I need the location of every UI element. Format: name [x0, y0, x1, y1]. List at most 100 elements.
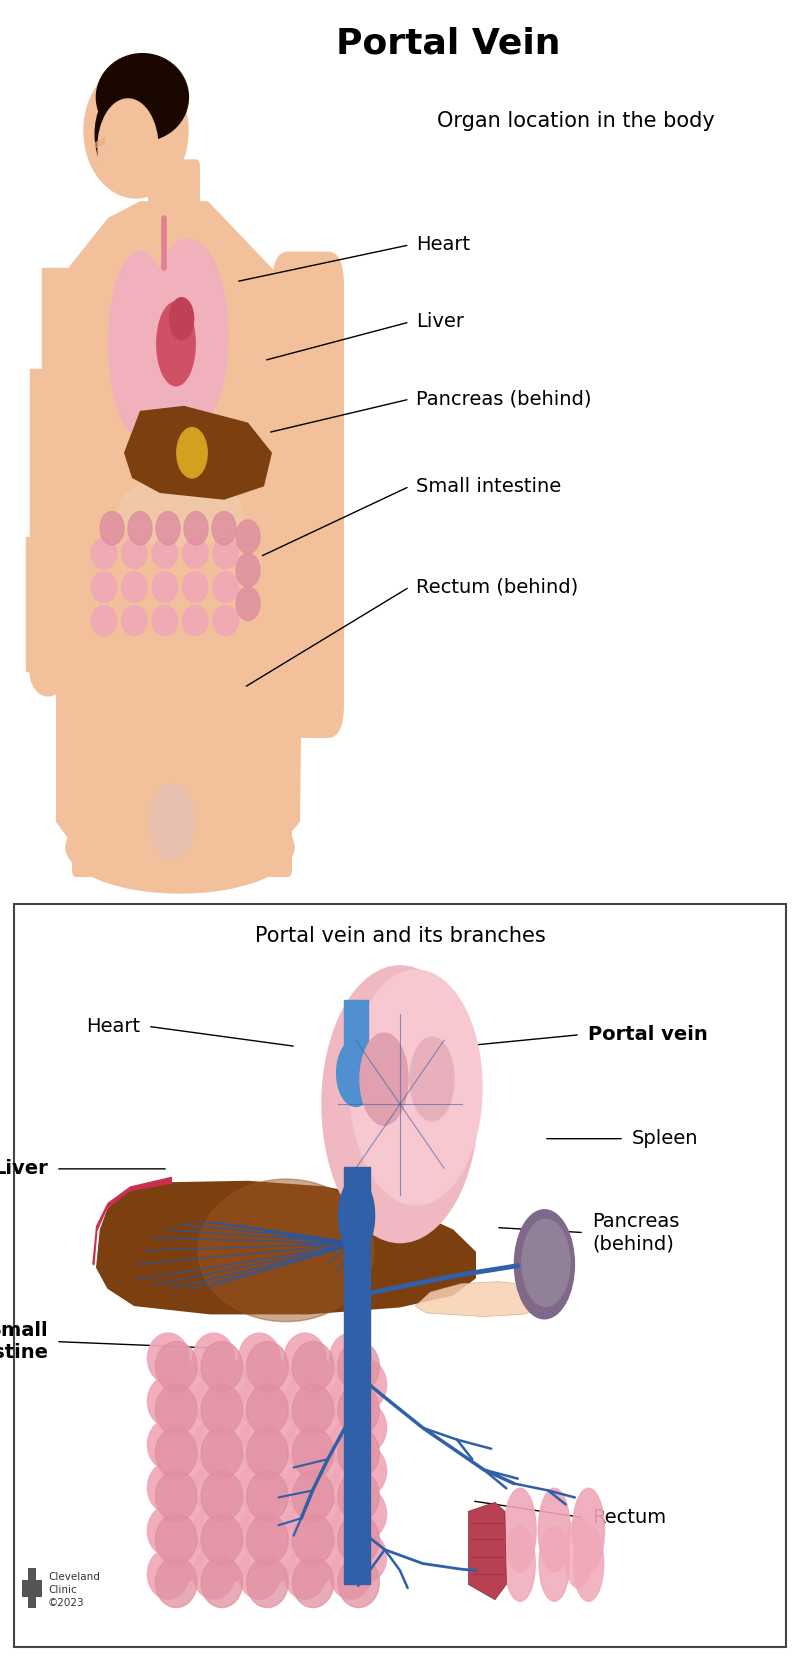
Ellipse shape [157, 302, 195, 386]
Ellipse shape [292, 1427, 334, 1477]
Text: Portal vein and its branches: Portal vein and its branches [254, 926, 546, 946]
Text: Spleen: Spleen [632, 1129, 698, 1149]
Ellipse shape [284, 1333, 326, 1384]
Ellipse shape [292, 1342, 334, 1392]
Ellipse shape [254, 1533, 295, 1583]
Text: Rectum: Rectum [592, 1508, 666, 1528]
Ellipse shape [330, 1333, 371, 1384]
Ellipse shape [122, 572, 147, 602]
Ellipse shape [238, 1419, 280, 1469]
Ellipse shape [162, 1446, 204, 1496]
FancyBboxPatch shape [28, 1568, 36, 1608]
PathPatch shape [96, 1181, 476, 1315]
Ellipse shape [212, 511, 236, 545]
Ellipse shape [299, 1360, 341, 1410]
Ellipse shape [177, 428, 207, 478]
Text: Small
intestine: Small intestine [0, 1321, 48, 1362]
Ellipse shape [284, 1506, 326, 1556]
Ellipse shape [246, 1471, 288, 1521]
Ellipse shape [193, 1550, 234, 1600]
Ellipse shape [150, 785, 194, 859]
Ellipse shape [193, 1419, 234, 1469]
Ellipse shape [122, 605, 147, 636]
Ellipse shape [98, 99, 158, 196]
Ellipse shape [182, 572, 208, 602]
Ellipse shape [338, 1385, 379, 1436]
Ellipse shape [147, 1550, 189, 1600]
Ellipse shape [504, 1487, 536, 1571]
Ellipse shape [193, 1506, 234, 1556]
Ellipse shape [122, 538, 147, 569]
Ellipse shape [118, 476, 242, 547]
Ellipse shape [345, 1489, 386, 1539]
Ellipse shape [337, 1040, 375, 1107]
Ellipse shape [236, 587, 260, 620]
FancyBboxPatch shape [22, 1580, 42, 1597]
Ellipse shape [128, 511, 152, 545]
Ellipse shape [91, 572, 117, 602]
Ellipse shape [338, 1342, 379, 1392]
Ellipse shape [236, 553, 260, 587]
Text: Pancreas (behind): Pancreas (behind) [416, 389, 591, 409]
Ellipse shape [254, 1489, 295, 1539]
Ellipse shape [201, 1385, 242, 1436]
Ellipse shape [292, 1558, 334, 1608]
Ellipse shape [201, 1471, 242, 1521]
Ellipse shape [100, 511, 124, 545]
Text: Pancreas
(behind): Pancreas (behind) [592, 1212, 679, 1253]
FancyBboxPatch shape [148, 159, 200, 240]
Ellipse shape [284, 1419, 326, 1469]
Ellipse shape [573, 1487, 605, 1571]
Ellipse shape [330, 1462, 371, 1513]
Ellipse shape [147, 1506, 189, 1556]
Ellipse shape [565, 1518, 593, 1588]
Ellipse shape [284, 1462, 326, 1513]
Text: Heart: Heart [86, 1016, 140, 1036]
Text: Liver: Liver [0, 1159, 48, 1179]
Ellipse shape [208, 1360, 250, 1410]
Ellipse shape [246, 1385, 288, 1436]
Ellipse shape [95, 94, 137, 174]
Ellipse shape [208, 1489, 250, 1539]
Ellipse shape [152, 572, 178, 602]
Ellipse shape [284, 1550, 326, 1600]
Ellipse shape [148, 238, 228, 431]
Ellipse shape [360, 1033, 408, 1125]
Ellipse shape [155, 1427, 197, 1477]
Ellipse shape [162, 1489, 204, 1539]
Ellipse shape [292, 1514, 334, 1565]
Ellipse shape [338, 1471, 379, 1521]
Ellipse shape [91, 605, 117, 636]
Ellipse shape [147, 1462, 189, 1513]
Ellipse shape [539, 1526, 570, 1602]
Ellipse shape [213, 605, 238, 636]
Ellipse shape [182, 538, 208, 569]
Ellipse shape [246, 1342, 288, 1392]
Ellipse shape [338, 1177, 374, 1253]
Ellipse shape [246, 1427, 288, 1477]
Ellipse shape [109, 252, 171, 436]
Ellipse shape [238, 1550, 280, 1600]
Ellipse shape [330, 1377, 371, 1427]
Ellipse shape [91, 538, 117, 569]
Ellipse shape [238, 1462, 280, 1513]
Ellipse shape [574, 1526, 604, 1602]
Ellipse shape [156, 511, 180, 545]
Ellipse shape [155, 1471, 197, 1521]
Ellipse shape [299, 1446, 341, 1496]
Ellipse shape [201, 1342, 242, 1392]
Ellipse shape [330, 1506, 371, 1556]
Ellipse shape [193, 1377, 234, 1427]
Ellipse shape [84, 64, 188, 198]
Ellipse shape [162, 1402, 204, 1452]
Ellipse shape [345, 1533, 386, 1583]
Ellipse shape [238, 1506, 280, 1556]
Ellipse shape [201, 1427, 242, 1477]
Ellipse shape [182, 605, 208, 636]
Ellipse shape [66, 802, 294, 892]
Ellipse shape [292, 1471, 334, 1521]
Text: Small intestine: Small intestine [416, 476, 562, 496]
Ellipse shape [238, 1333, 280, 1384]
Ellipse shape [152, 538, 178, 569]
Ellipse shape [330, 1550, 371, 1600]
